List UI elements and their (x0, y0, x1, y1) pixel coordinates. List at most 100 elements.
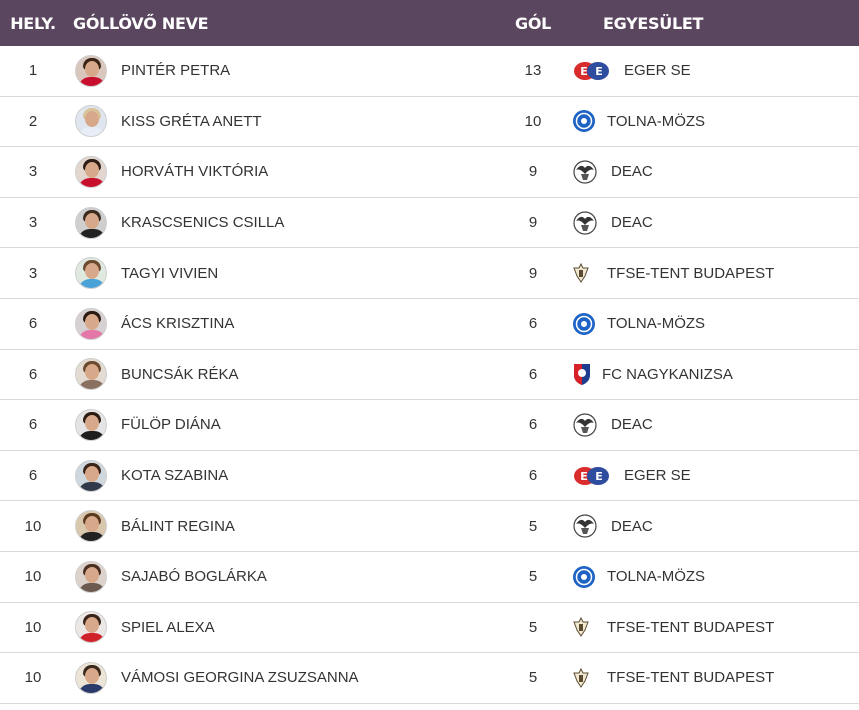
avatar-shirt (78, 329, 106, 339)
header-club[interactable]: EGYESÜLET (603, 13, 704, 33)
club-name[interactable]: DEAC (611, 214, 653, 232)
club-name[interactable]: TOLNA-MÖZS (607, 112, 706, 130)
club-name[interactable]: EGER SE (624, 62, 691, 80)
player-avatar[interactable] (75, 459, 107, 492)
player-name[interactable]: BÁLINT REGINA (121, 517, 235, 535)
club-cell: DEAC (566, 160, 859, 184)
club-name[interactable]: DEAC (611, 163, 653, 181)
club-name[interactable]: TFSE-TENT BUDAPEST (607, 264, 775, 282)
player-avatar[interactable] (75, 408, 107, 441)
table-row[interactable]: 10 SAJABÓ BOGLÁRKA 5 TOLNA-MÖZS (0, 552, 859, 603)
player-name[interactable]: SPIEL ALEXA (121, 618, 215, 636)
header-rank[interactable]: HELY. (10, 13, 56, 33)
player-avatar[interactable] (75, 257, 107, 290)
player-avatar[interactable] (75, 560, 107, 593)
club-name[interactable]: TOLNA-MÖZS (607, 568, 706, 586)
player-name[interactable]: KISS GRÉTA ANETT (121, 112, 262, 130)
club-name[interactable]: TFSE-TENT BUDAPEST (607, 618, 775, 636)
tolna-mozs-logo[interactable] (572, 565, 607, 589)
goals-cell: 13 (524, 62, 542, 80)
goals-cell: 9 (528, 214, 538, 232)
club-name[interactable]: DEAC (611, 517, 653, 535)
player-name[interactable]: KOTA SZABINA (121, 467, 229, 485)
header-name[interactable]: GÓLLÖVŐ NEVE (73, 13, 209, 33)
table-row[interactable]: 3 TAGYI VIVIEN 9 TFSE-TENT BUDAPEST (0, 248, 859, 299)
avatar-shirt (78, 279, 106, 289)
avatar-shirt (78, 633, 106, 643)
scorer-cell: BÁLINT REGINA (66, 510, 500, 543)
avatar-shirt (78, 380, 106, 390)
table-row[interactable]: 6 KOTA SZABINA 6 E E EGER SE (0, 451, 859, 502)
table-row[interactable]: 3 KRASCSENICS CSILLA 9 DEAC (0, 198, 859, 249)
avatar-shirt (78, 76, 106, 86)
player-name[interactable]: HORVÁTH VIKTÓRIA (121, 163, 269, 181)
player-avatar[interactable] (75, 358, 107, 391)
goals-cell: 9 (528, 163, 538, 181)
player-avatar[interactable] (75, 661, 107, 694)
player-avatar[interactable] (75, 206, 107, 239)
player-name[interactable]: PINTÉR PETRA (121, 62, 231, 80)
player-avatar[interactable] (75, 307, 107, 340)
avatar-face (85, 111, 99, 128)
club-cell: DEAC (566, 413, 859, 437)
player-avatar[interactable] (75, 105, 107, 138)
rank-cell: 10 (24, 517, 42, 535)
avatar-shirt (78, 481, 106, 491)
player-avatar[interactable] (75, 155, 107, 188)
club-name[interactable]: TOLNA-MÖZS (607, 315, 706, 333)
goals-cell: 9 (528, 264, 538, 282)
table-row[interactable]: 1 PINTÉR PETRA 13 E E EGER SE (0, 46, 859, 97)
goals-cell: 6 (528, 365, 538, 383)
table-row[interactable]: 10 VÁMOSI GEORGINA ZSUZSANNA 5 TFSE-TENT BU… (0, 653, 859, 704)
header-goals[interactable]: GÓL (514, 13, 552, 33)
deac-logo[interactable] (572, 210, 611, 235)
tolna-mozs-logo[interactable] (572, 312, 607, 336)
avatar-face (85, 161, 99, 178)
tfse-logo[interactable] (572, 262, 607, 284)
avatar-shirt (78, 228, 106, 238)
avatar-face (85, 313, 99, 330)
player-name[interactable]: BUNCSÁK RÉKA (121, 365, 239, 383)
club-cell: E E EGER SE (566, 465, 859, 487)
table-row[interactable]: 6 ÁCS KRISZTINA 6 TOLNA-MÖZS (0, 299, 859, 350)
avatar-face (85, 566, 99, 583)
deac-logo[interactable] (572, 160, 611, 184)
rank-cell: 3 (28, 264, 38, 282)
goals-cell: 6 (528, 416, 538, 434)
tfse-logo[interactable] (572, 667, 607, 689)
club-name[interactable]: FC NAGYKANIZSA (602, 365, 733, 383)
table-row[interactable]: 6 FÜLÖP DIÁNA 6 DEAC (0, 400, 859, 451)
fc-nagykanizsa-logo[interactable] (572, 362, 602, 386)
player-name[interactable]: SAJABÓ BOGLÁRKA (121, 568, 267, 586)
deac-logo[interactable] (572, 514, 611, 538)
player-avatar[interactable] (75, 54, 107, 87)
avatar-face (85, 516, 99, 533)
avatar-face (85, 617, 99, 634)
player-name[interactable]: ÁCS KRISZTINA (121, 315, 235, 333)
svg-text:E: E (580, 65, 588, 78)
goals-cell: 5 (528, 568, 538, 586)
table-row[interactable]: 10 SPIEL ALEXA 5 TFSE-TENT BUDAPEST (0, 603, 859, 654)
player-name[interactable]: FÜLÖP DIÁNA (121, 416, 221, 434)
table-row[interactable]: 2 KISS GRÉTA ANETT 10 TOLNA-MÖZS (0, 97, 859, 148)
club-name[interactable]: TFSE-TENT BUDAPEST (607, 669, 775, 687)
player-avatar[interactable] (75, 611, 107, 644)
table-row[interactable]: 3 HORVÁTH VIKTÓRIA 9 DEAC (0, 147, 859, 198)
table-row[interactable]: 6 BUNCSÁK RÉKA 6 FC NAGYKANIZSA (0, 350, 859, 401)
table-header: HELY. GÓLLÖVŐ NEVE GÓL EGYESÜLET (0, 0, 859, 46)
player-name[interactable]: KRASCSENICS CSILLA (121, 214, 285, 232)
tolna-mozs-logo[interactable] (572, 109, 607, 133)
player-avatar[interactable] (75, 510, 107, 543)
club-cell: TFSE-TENT BUDAPEST (566, 667, 859, 689)
table-row[interactable]: 10 BÁLINT REGINA 5 DEAC (0, 501, 859, 552)
club-cell: TFSE-TENT BUDAPEST (566, 262, 859, 284)
club-name[interactable]: DEAC (611, 416, 653, 434)
deac-logo[interactable] (572, 413, 611, 437)
player-name[interactable]: TAGYI VIVIEN (121, 264, 219, 282)
club-name[interactable]: EGER SE (624, 467, 691, 485)
tfse-logo[interactable] (572, 616, 607, 638)
goals-cell: 6 (528, 315, 538, 333)
player-name[interactable]: VÁMOSI GEORGINA ZSUZSANNA (121, 669, 359, 687)
